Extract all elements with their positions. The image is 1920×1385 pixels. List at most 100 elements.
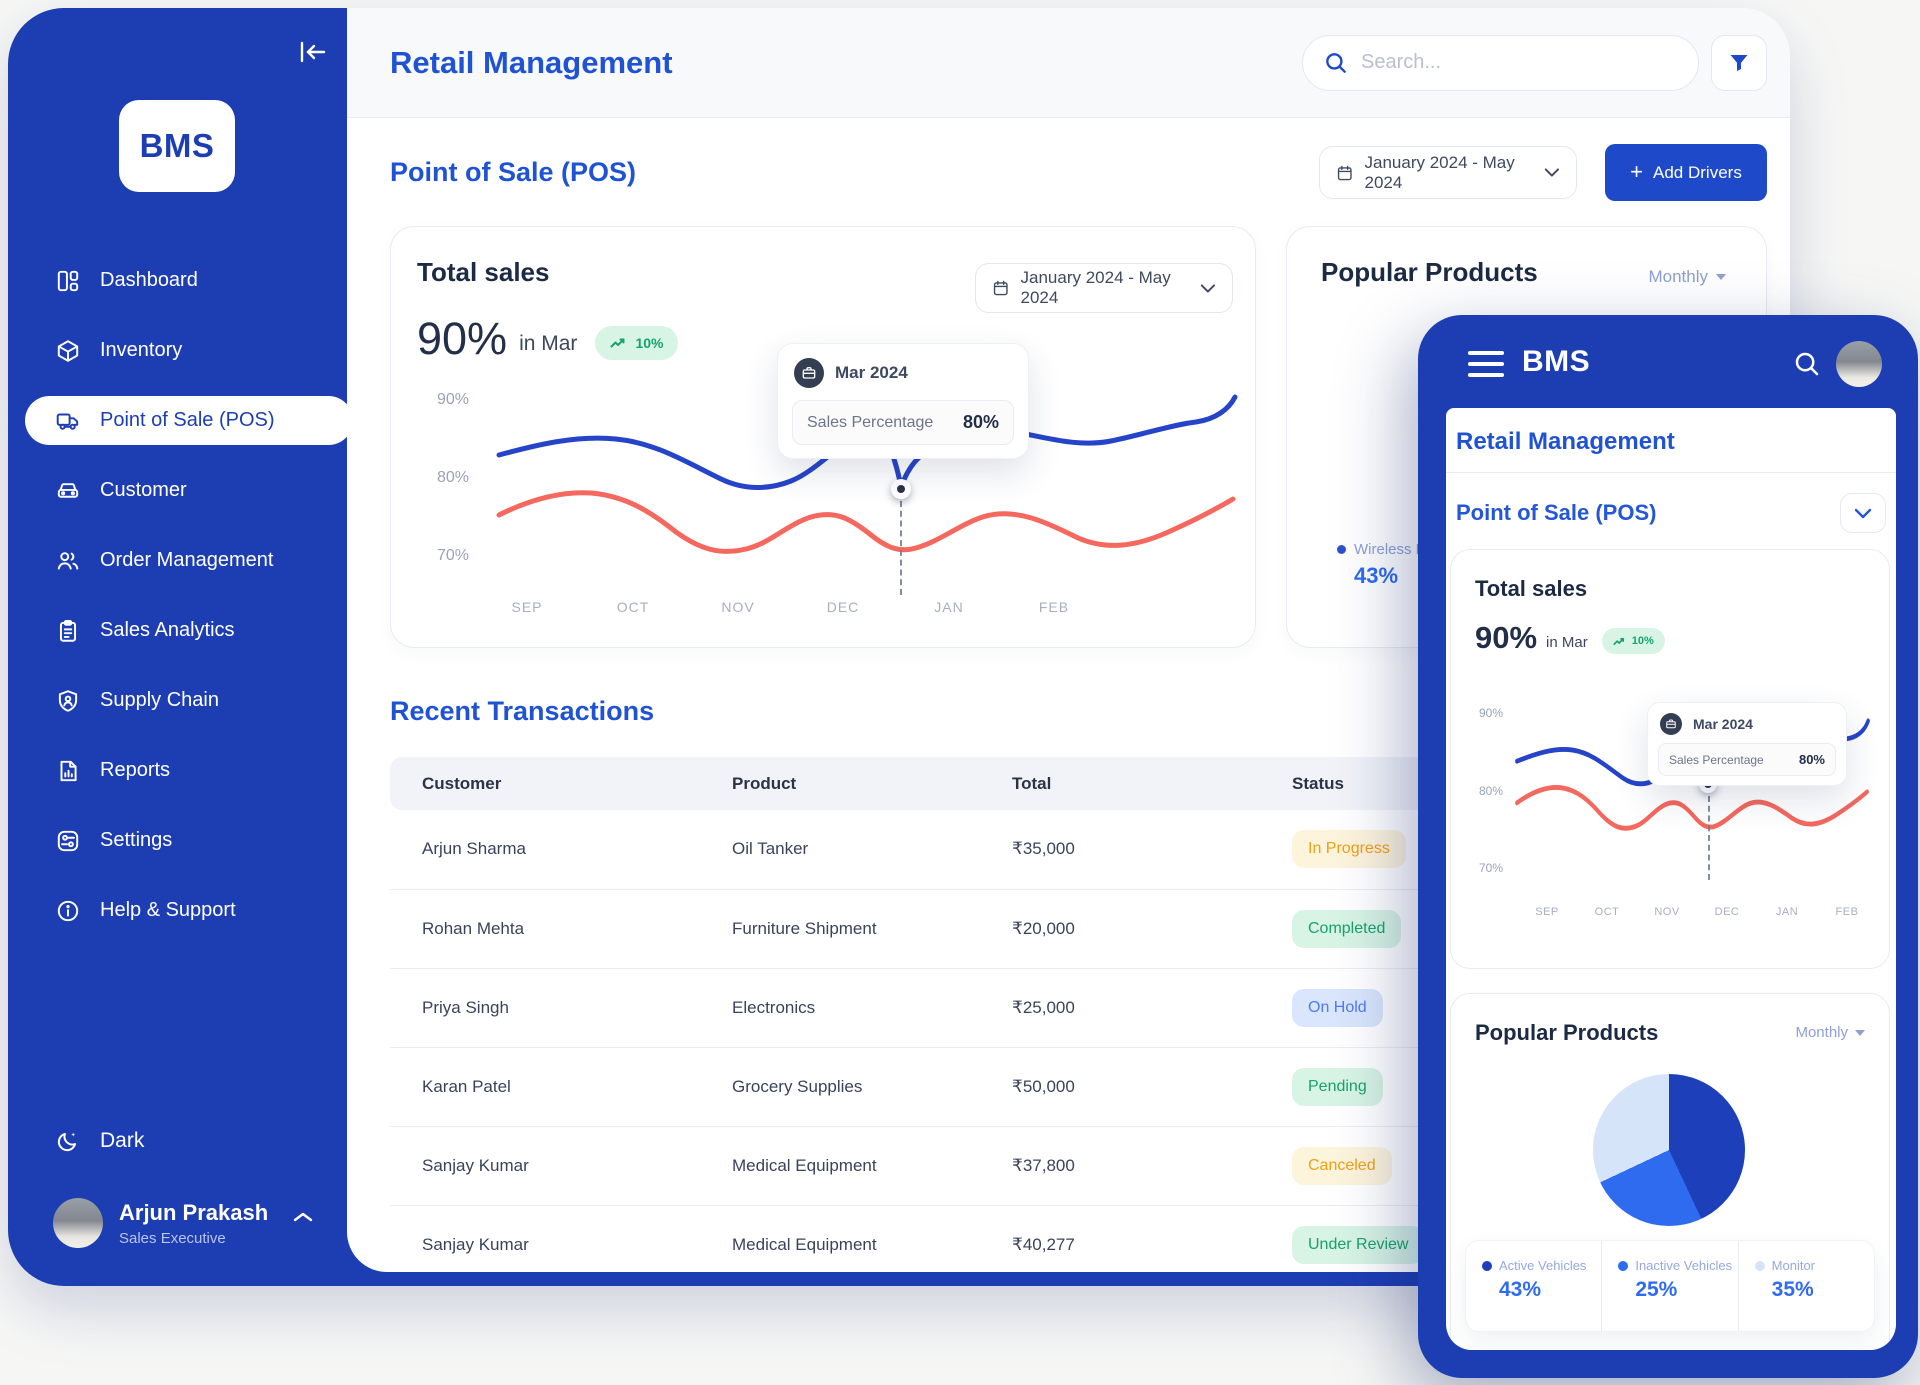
chart-tooltip: Mar 2024 Sales Percentage 80%: [777, 343, 1029, 459]
legend-value: 43%: [1499, 1278, 1542, 1301]
sidebar-item-help-support[interactable]: Help & Support: [8, 886, 347, 935]
user-meta: Arjun Prakash Sales Executive: [119, 1200, 268, 1247]
add-drivers-button[interactable]: + Add Drivers: [1605, 144, 1767, 201]
mobile-avatar[interactable]: [1836, 341, 1882, 387]
legend-label: Inactive Vehicles: [1635, 1258, 1733, 1273]
x-tick: NOV: [721, 599, 755, 615]
monthly-filter-value: Monthly: [1648, 267, 1708, 286]
sidebar-item-settings[interactable]: Settings: [8, 816, 347, 865]
cell-customer: Rohan Mehta: [390, 889, 700, 969]
status-badge: Under Review: [1292, 1225, 1425, 1264]
monthly-filter-value: Monthly: [1795, 1024, 1848, 1041]
sidebar-item-inventory[interactable]: Inventory: [8, 326, 347, 375]
inventory-box-icon: [57, 339, 79, 362]
brand-text: BMS: [139, 127, 215, 164]
table-row[interactable]: Sanjay Kumar Medical Equipment ₹40,277 U…: [390, 1205, 1770, 1272]
mobile-pos-expand-button[interactable]: [1840, 493, 1886, 533]
trend-badge: 10%: [595, 326, 679, 360]
mobile-search-button[interactable]: [1792, 349, 1822, 379]
sidebar-item-label: Order Management: [100, 549, 274, 571]
table-row[interactable]: Karan Patel Grocery Supplies ₹50,000 Pen…: [390, 1047, 1770, 1127]
topbar: Retail Management: [347, 8, 1790, 118]
search-box[interactable]: [1302, 34, 1699, 91]
x-tick: FEB: [1038, 599, 1070, 615]
mobile-highlight-period: in Mar: [1546, 633, 1588, 651]
cell-total: ₹40,277: [980, 1205, 1260, 1272]
y-tick: 80%: [436, 469, 469, 486]
status-badge: Canceled: [1292, 1146, 1392, 1185]
legend-item-active-vehicles: Active Vehicles 43%: [1466, 1241, 1603, 1331]
cell-customer: Sanjay Kumar: [390, 1126, 700, 1206]
x-tick: SEP: [1535, 906, 1559, 918]
plus-icon: +: [1630, 158, 1644, 184]
user-name: Arjun Prakash: [119, 1199, 269, 1225]
x-tick: DEC: [826, 599, 860, 615]
mobile-total-sales-title: Total sales: [1475, 576, 1588, 601]
x-tick: JAN: [934, 599, 964, 615]
chevron-up-icon: [293, 1212, 313, 1222]
collapse-sidebar-button[interactable]: [293, 34, 333, 70]
sidebar-item-sales-analytics[interactable]: Sales Analytics: [8, 606, 347, 655]
x-tick: FEB: [1835, 906, 1859, 918]
cell-product: Medical Equipment: [700, 1205, 980, 1272]
cell-product: Oil Tanker: [700, 810, 980, 890]
sidebar-item-label: Reports: [100, 759, 171, 781]
cell-total: ₹25,000: [980, 968, 1260, 1048]
tooltip-header: Mar 2024: [792, 358, 1014, 400]
theme-label: Dark: [100, 1129, 145, 1152]
briefcase-icon: [1660, 713, 1682, 735]
legend-item-inactive-vehicles: Inactive Vehicles 25%: [1602, 1241, 1739, 1331]
sidebar-item-order-management[interactable]: Order Management: [8, 536, 347, 585]
mobile-monthly-filter-select[interactable]: Monthly: [1795, 1024, 1865, 1041]
status-badge: Completed: [1292, 909, 1402, 948]
info-circle-icon: [57, 900, 79, 921]
user-profile[interactable]: Arjun Prakash Sales Executive: [8, 1198, 347, 1248]
sidebar-item-customer[interactable]: Customer: [8, 466, 347, 515]
chart-dashed-guide: [900, 501, 902, 595]
sidebar-item-supply-chain[interactable]: Supply Chain: [8, 676, 347, 725]
cell-customer: Arjun Sharma: [390, 810, 700, 890]
tooltip-value-box: Sales Percentage 80%: [792, 400, 1014, 445]
mobile-page-title: Retail Management: [1446, 408, 1896, 473]
cell-product: Electronics: [700, 968, 980, 1048]
recent-transactions-title: Recent Transactions: [390, 696, 655, 726]
sidebar-item-label: Inventory: [100, 339, 183, 361]
trend-up-icon: [1613, 637, 1624, 645]
sidebar-item-dashboard[interactable]: Dashboard: [8, 256, 347, 305]
sidebar-item-point-of-sale[interactable]: Point of Sale (POS): [25, 396, 353, 445]
sidebar-item-label: Sales Analytics: [100, 619, 235, 641]
dark-mode-toggle[interactable]: Dark: [8, 1128, 347, 1154]
main-content: Retail Management Point of Sale (POS) Ja…: [347, 8, 1790, 1272]
x-tick: DEC: [1714, 906, 1740, 918]
sidebar-item-reports[interactable]: Reports: [8, 746, 347, 795]
sidebar-bottom: Dark Arjun Prakash Sales Executive: [8, 1128, 347, 1248]
line-series-secondary: [496, 490, 1236, 554]
legend-value: 43%: [1354, 563, 1399, 588]
mobile-popular-products-card: Popular Products Monthly Active Vehicles…: [1450, 993, 1890, 1350]
sidebar-item-label: Supply Chain: [100, 689, 219, 711]
tooltip-value: 80%: [962, 412, 999, 432]
date-range-select[interactable]: January 2024 - May 2024: [1319, 146, 1577, 199]
truck-icon: [56, 413, 79, 430]
hamburger-menu-button[interactable]: [1468, 351, 1504, 377]
chart-marker-dot[interactable]: [891, 479, 911, 499]
calendar-icon: [993, 280, 1008, 296]
mobile-highlight-row: 90% in Mar 10%: [1475, 620, 1665, 656]
column-header-product: Product: [700, 757, 980, 810]
mobile-pos-title: Point of Sale (POS): [1456, 500, 1657, 525]
pie-legend: Active Vehicles 43% Inactive Vehicles 25…: [1465, 1240, 1875, 1332]
chevron-down-icon: [1201, 283, 1216, 293]
search-input[interactable]: [1361, 51, 1678, 74]
monthly-filter-select[interactable]: Monthly: [1648, 267, 1726, 287]
legend-item-monitor: Monitor 35%: [1739, 1241, 1874, 1331]
clipboard-icon: [59, 619, 77, 642]
filter-button[interactable]: [1711, 34, 1767, 91]
people-icon: [57, 551, 79, 570]
chart-date-range-select[interactable]: January 2024 - May 2024: [975, 263, 1233, 313]
search-icon: [1326, 52, 1346, 73]
calendar-icon: [1337, 165, 1352, 180]
x-tick: SEP: [511, 599, 543, 615]
mobile-trend-value: 10%: [1631, 635, 1654, 647]
add-drivers-label: Add Drivers: [1653, 162, 1742, 182]
line-series-primary: [496, 394, 1238, 497]
